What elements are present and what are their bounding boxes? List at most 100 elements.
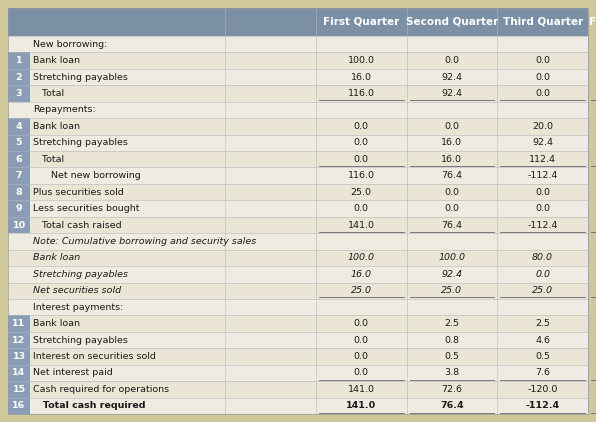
Text: 25.0: 25.0 [532,286,553,295]
Bar [8,233,588,250]
Bar [8,381,30,398]
Text: 12: 12 [13,335,26,344]
Bar [8,168,588,184]
Text: 76.4: 76.4 [442,221,462,230]
Text: 20.0: 20.0 [532,122,553,131]
Text: Repayments:: Repayments: [33,106,96,114]
Text: 7.6: 7.6 [535,368,550,377]
Bar [8,168,30,184]
Text: 13: 13 [13,352,26,361]
Text: 3.8: 3.8 [444,368,460,377]
Text: 80.0: 80.0 [532,253,553,262]
Text: Fourth Quarter: Fourth Quarter [589,17,596,27]
Text: 72.6: 72.6 [442,385,462,394]
Text: 0.0: 0.0 [353,155,368,164]
Bar [8,282,588,299]
Text: 2.5: 2.5 [445,319,460,328]
Bar [8,200,588,217]
Text: Total: Total [33,89,64,98]
Text: Bank loan: Bank loan [33,319,80,328]
Text: 0.0: 0.0 [535,89,550,98]
Text: 11: 11 [13,319,26,328]
Text: Interest on securities sold: Interest on securities sold [33,352,156,361]
Text: 92.4: 92.4 [532,138,553,147]
Text: Second Quarter: Second Quarter [406,17,498,27]
Bar [8,69,588,85]
Text: Total cash required: Total cash required [33,401,145,410]
Text: 0.0: 0.0 [535,56,550,65]
Bar [8,102,588,118]
Text: 0.0: 0.0 [445,122,460,131]
Text: 141.0: 141.0 [347,221,375,230]
Text: 0.0: 0.0 [353,319,368,328]
Text: 0.0: 0.0 [535,204,550,213]
Text: Stretching payables: Stretching payables [33,270,128,279]
Text: 116.0: 116.0 [347,89,375,98]
Text: 0.0: 0.0 [353,368,368,377]
Text: Stretching payables: Stretching payables [33,335,128,344]
Text: 6: 6 [15,155,22,164]
Text: 4: 4 [15,122,22,131]
Bar [8,299,588,315]
Bar [8,398,30,414]
Bar [8,332,30,348]
Text: 16.0: 16.0 [442,138,462,147]
Text: 0.0: 0.0 [445,56,460,65]
Bar [8,365,30,381]
Text: 3: 3 [15,89,22,98]
Bar [8,348,588,365]
Text: 0.5: 0.5 [535,352,550,361]
Bar [8,332,588,348]
Text: 7: 7 [15,171,22,180]
Text: -112.4: -112.4 [526,401,560,410]
Text: 10: 10 [13,221,26,230]
Bar [8,266,588,282]
Text: 16.0: 16.0 [350,270,372,279]
Text: 0.0: 0.0 [353,204,368,213]
Text: 14: 14 [13,368,26,377]
Bar [8,250,588,266]
Text: 4.6: 4.6 [535,335,550,344]
Bar [8,69,30,85]
Text: 5: 5 [15,138,22,147]
Bar [8,36,588,52]
Text: 0.0: 0.0 [353,352,368,361]
Text: 1: 1 [15,56,22,65]
Bar [8,135,588,151]
Text: 25.0: 25.0 [442,286,462,295]
Text: 100.0: 100.0 [347,56,375,65]
Text: 25.0: 25.0 [350,188,372,197]
Text: 0.0: 0.0 [353,122,368,131]
Text: Net interest paid: Net interest paid [33,368,113,377]
Text: -112.4: -112.4 [527,171,558,180]
Bar [8,85,588,102]
Text: 16.0: 16.0 [350,73,372,81]
Text: 100.0: 100.0 [439,253,465,262]
Bar [8,184,30,200]
Bar [8,398,588,414]
Text: 141.0: 141.0 [347,385,375,394]
Bar [8,315,588,332]
Bar [8,381,588,398]
Bar [8,52,588,69]
Text: 2: 2 [15,73,22,81]
Text: 0.8: 0.8 [445,335,460,344]
Text: 76.4: 76.4 [442,171,462,180]
Text: Bank loan: Bank loan [33,253,80,262]
Text: 92.4: 92.4 [442,270,462,279]
Text: Less securities bought: Less securities bought [33,204,139,213]
Bar [8,135,30,151]
Text: 0.0: 0.0 [353,335,368,344]
Text: 0.0: 0.0 [353,138,368,147]
Text: Net new borrowing: Net new borrowing [33,171,141,180]
Text: Bank loan: Bank loan [33,122,80,131]
Bar [8,217,30,233]
Text: Total cash raised: Total cash raised [33,221,122,230]
Bar [8,85,30,102]
Bar [8,151,588,168]
Text: Cash required for operations: Cash required for operations [33,385,169,394]
Text: -120.0: -120.0 [527,385,558,394]
Text: Total: Total [33,155,64,164]
Bar [8,118,30,135]
Text: 0.0: 0.0 [535,270,550,279]
